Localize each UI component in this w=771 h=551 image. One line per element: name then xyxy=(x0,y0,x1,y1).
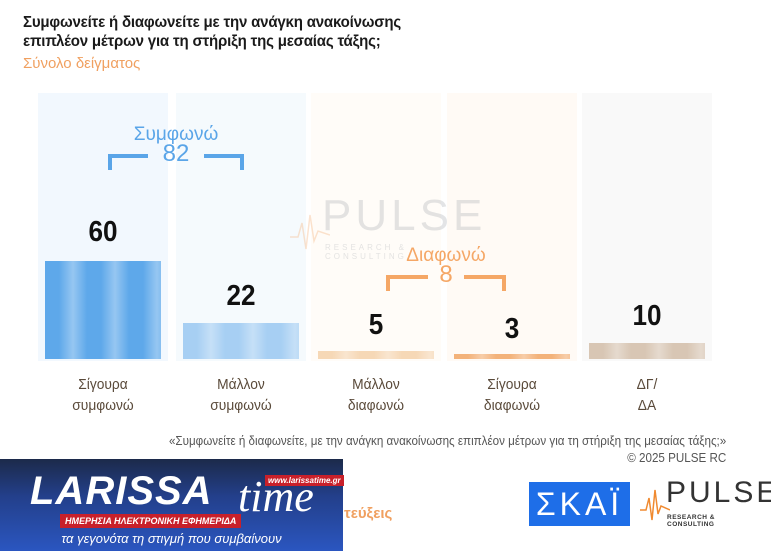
chart-subtitle: Σύνολο δείγματος xyxy=(23,55,141,72)
bar-rather-disagree xyxy=(318,351,434,359)
category-line: Μάλλον xyxy=(352,376,400,393)
category-line: ΔΓ/ xyxy=(636,376,658,393)
pulse-wave-icon xyxy=(640,489,670,521)
group-agree-total: 82 xyxy=(162,140,190,167)
group-disagree: Διαφωνώ 8 xyxy=(386,245,506,291)
category-rather-disagree: Μάλλον διαφωνώ xyxy=(316,374,436,416)
value-rather-disagree: 5 xyxy=(368,309,384,341)
column-bg-sure-disagree xyxy=(447,93,577,361)
bar-sure-disagree xyxy=(454,354,570,359)
category-line: διαφωνώ xyxy=(483,397,541,414)
pulse-watermark: PULSE RESEARCH & CONSULTING xyxy=(290,191,482,261)
bar-rather-agree xyxy=(183,323,299,359)
pulse-logo-text: PULSE xyxy=(666,476,771,509)
category-dk-na: ΔΓ/ ΔΑ xyxy=(587,374,707,416)
value-dk-na: 10 xyxy=(632,300,662,332)
partial-text: τεύξεις xyxy=(344,505,393,522)
category-sure-agree: Σίγουρα συμφωνώ xyxy=(43,374,163,416)
group-disagree-total: 8 xyxy=(439,261,453,288)
group-agree-label: Συμφωνώ xyxy=(133,124,219,145)
group-disagree-label: Διαφωνώ xyxy=(406,245,486,266)
pulse-logo-sub: RESEARCH & CONSULTING xyxy=(667,514,715,528)
larissatime-url[interactable]: www.larissatime.gr xyxy=(265,475,344,486)
larissatime-logo: LARISSA xyxy=(30,469,213,513)
skai-logo: ΣΚΑΪ xyxy=(529,482,630,526)
value-rather-agree: 22 xyxy=(226,280,256,312)
title-line-1: Συμφωνείτε ή διαφωνείτε με την ανάγκη αν… xyxy=(23,14,402,31)
footnote-question: «Συμφωνείτε ή διαφωνείτε, με την ανάγκη … xyxy=(168,434,726,448)
larissatime-tagline: τα γεγονότα τη στιγμή που συμβαίνουν xyxy=(61,531,282,546)
category-line: συμφωνώ xyxy=(210,397,272,414)
category-rather-agree: Μάλλον συμφωνώ xyxy=(181,374,301,416)
pulse-logo: PULSE RESEARCH & CONSULTING xyxy=(640,476,771,528)
bar-dk-na xyxy=(589,343,705,359)
group-agree: Συμφωνώ 82 xyxy=(108,124,244,170)
group-disagree-bracket: 8 xyxy=(386,261,506,291)
category-line: Σίγουρα xyxy=(487,376,537,393)
category-line: Σίγουρα xyxy=(78,376,128,393)
category-line: ΔΑ xyxy=(637,397,657,414)
chart-title: Συμφωνείτε ή διαφωνείτε με την ανάγκη αν… xyxy=(23,13,401,51)
value-sure-agree: 60 xyxy=(88,216,118,248)
column-bg-rather-disagree xyxy=(311,93,441,361)
title-line-2: επιπλέον μέτρων για τη στήριξη της μεσαί… xyxy=(23,33,381,50)
footnote: «Συμφωνείτε ή διαφωνείτε, με την ανάγκη … xyxy=(169,433,726,467)
bar-sure-agree xyxy=(45,261,161,359)
category-line: συμφωνώ xyxy=(72,397,134,414)
category-sure-disagree: Σίγουρα διαφωνώ xyxy=(452,374,572,416)
value-sure-disagree: 3 xyxy=(504,313,520,345)
watermark-sub: RESEARCH & CONSULTING xyxy=(325,243,408,261)
group-agree-bracket: 82 xyxy=(108,140,244,170)
column-bg-dk-na xyxy=(582,93,712,361)
larissatime-banner[interactable]: LARISSA time www.larissatime.gr ΗΜΕΡΗΣΙΑ… xyxy=(0,459,344,551)
category-line: Μάλλον xyxy=(217,376,265,393)
watermark-text: PULSE xyxy=(322,191,487,240)
column-bg-rather-agree xyxy=(176,93,306,361)
category-line: διαφωνώ xyxy=(347,397,405,414)
footnote-copyright: © 2025 PULSE RC xyxy=(626,451,726,465)
column-bg-sure-agree xyxy=(38,93,168,361)
larissatime-strip: ΗΜΕΡΗΣΙΑ ΗΛΕΚΤΡΟΝΙΚΗ ΕΦΗΜΕΡΙΔΑ xyxy=(60,514,242,528)
pulse-wave-icon xyxy=(290,214,330,250)
